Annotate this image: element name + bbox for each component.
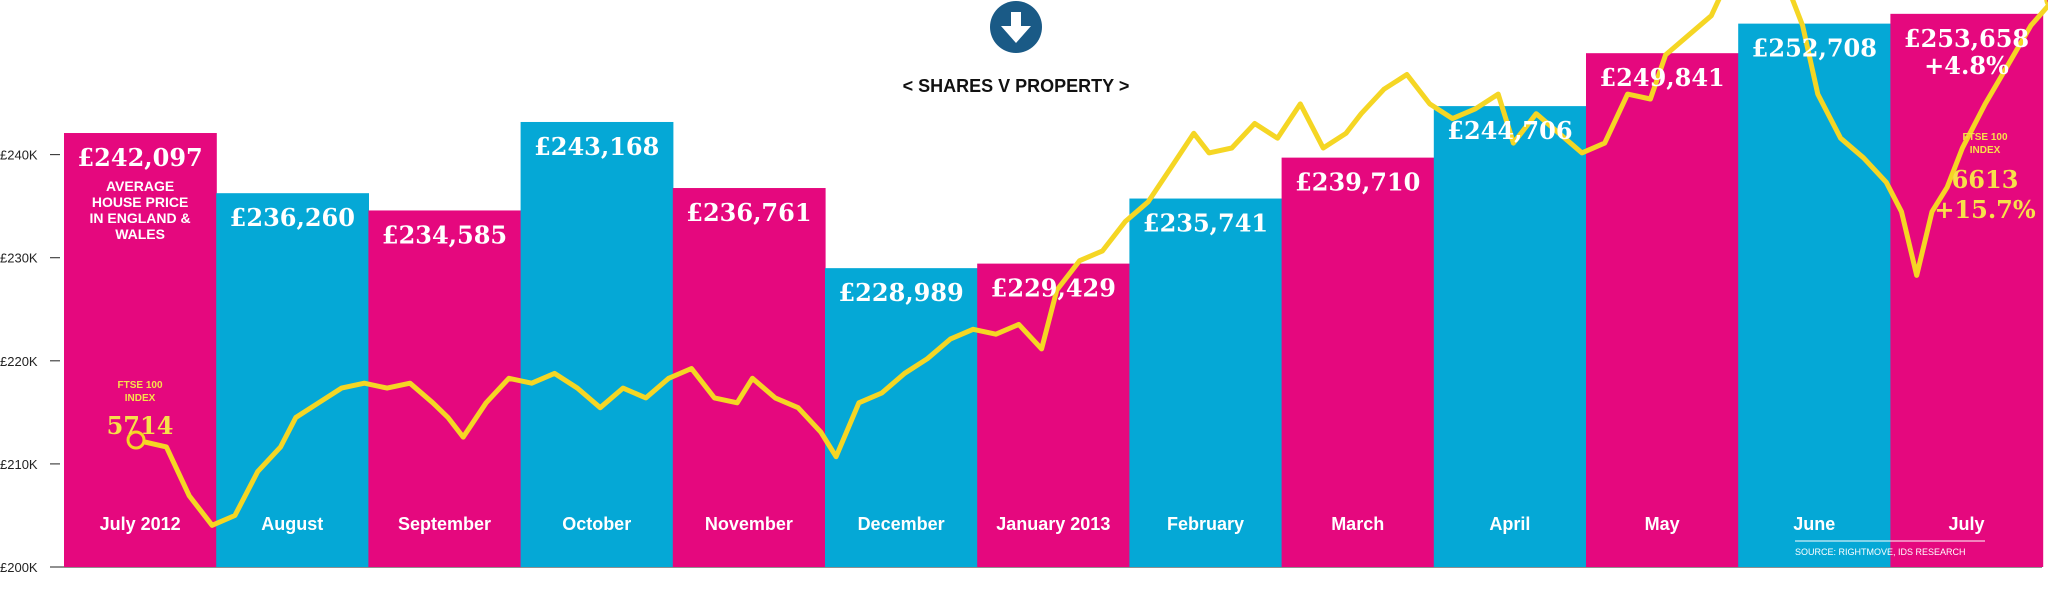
y-tick-label: £240K bbox=[0, 148, 38, 163]
bar-9 bbox=[1433, 106, 1587, 568]
bar-value-label: £236,761 bbox=[686, 198, 811, 227]
ftse-start-label: FTSE 100 bbox=[117, 380, 162, 391]
labels-layer: £242,097 July 2012 £236,260 August £234,585 S… bbox=[77, 24, 2035, 534]
month-label: September bbox=[398, 514, 491, 534]
bar-value-label: £239,710 bbox=[1295, 168, 1420, 197]
month-label: April bbox=[1489, 514, 1530, 534]
first-bar-caption: WALES bbox=[115, 226, 165, 242]
month-label: November bbox=[705, 514, 793, 534]
ftse-end-value: 6613 bbox=[1952, 165, 2019, 194]
month-label: December bbox=[858, 514, 945, 534]
bar-value-label: £235,741 bbox=[1143, 209, 1268, 238]
bar-value-label: £253,658 bbox=[1904, 24, 2029, 53]
first-bar-caption: HOUSE PRICE bbox=[92, 194, 188, 210]
bar-value-label: £249,841 bbox=[1599, 63, 1724, 92]
ftse-start-value: 5714 bbox=[107, 411, 174, 440]
y-tick-label: £230K bbox=[0, 251, 38, 266]
ftse-line bbox=[133, 0, 2048, 528]
bar-11 bbox=[1738, 23, 1891, 568]
ftse-line-layer bbox=[126, 0, 2048, 528]
bar-value-label: £229,429 bbox=[991, 274, 1116, 303]
first-bar-caption: IN ENGLAND & bbox=[90, 210, 191, 226]
ftse-start-label: INDEX bbox=[125, 393, 156, 404]
y-tick-label: £220K bbox=[0, 354, 38, 369]
last-bar-change: +4.8% bbox=[1924, 51, 2009, 80]
bar-value-label: £234,585 bbox=[382, 220, 507, 249]
ftse-start-point bbox=[126, 430, 146, 450]
bar-6 bbox=[977, 263, 1130, 567]
ftse-end-label: FTSE 100 bbox=[1962, 132, 2007, 143]
month-label: June bbox=[1793, 514, 1835, 534]
bar-12 bbox=[1890, 13, 2044, 568]
bar-value-label: £236,260 bbox=[230, 203, 355, 232]
down-arrow-icon bbox=[990, 1, 1042, 53]
month-label: March bbox=[1331, 514, 1384, 534]
bar-value-label: £228,989 bbox=[838, 278, 963, 307]
month-label: August bbox=[261, 514, 323, 534]
ftse-end-point bbox=[2044, 0, 2048, 8]
bar-7 bbox=[1129, 198, 1283, 567]
chart-title: < SHARES V PROPERTY > bbox=[903, 76, 1130, 96]
ftse-end-label: INDEX bbox=[1970, 145, 2001, 156]
bar-value-label: £252,708 bbox=[1752, 34, 1877, 63]
y-tick-label: £200K bbox=[0, 560, 38, 575]
bar-8 bbox=[1281, 157, 1435, 567]
month-label: May bbox=[1645, 514, 1680, 534]
bar-value-label: £244,706 bbox=[1447, 116, 1572, 145]
bars-layer bbox=[64, 13, 2044, 568]
month-label: July 2012 bbox=[100, 514, 181, 534]
bar-10 bbox=[1586, 53, 1739, 568]
month-label: January 2013 bbox=[996, 514, 1110, 534]
first-bar-caption: AVERAGE bbox=[106, 178, 174, 194]
bar-value-label: £243,168 bbox=[534, 132, 659, 161]
bar-value-label: £242,097 bbox=[77, 143, 202, 172]
month-label: October bbox=[562, 514, 631, 534]
month-label: July bbox=[1948, 514, 1984, 534]
source-note: SOURCE: RIGHTMOVE, IDS RESEARCH bbox=[1795, 547, 1966, 557]
bar-3 bbox=[520, 121, 674, 567]
y-tick-label: £210K bbox=[0, 457, 38, 472]
month-label: February bbox=[1167, 514, 1244, 534]
ftse-end-change: +15.7% bbox=[1934, 195, 2036, 224]
